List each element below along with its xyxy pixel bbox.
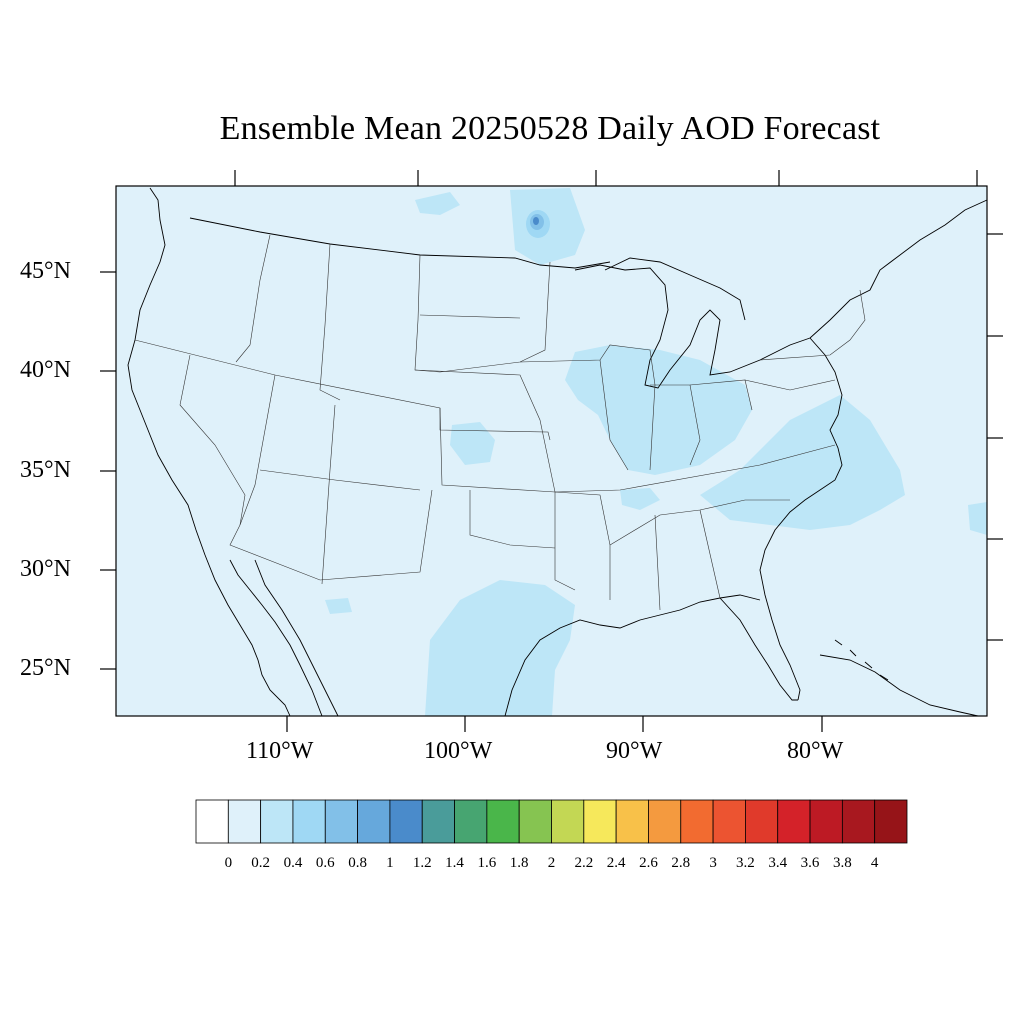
lat-label-25: 25°N bbox=[20, 655, 71, 681]
colorbar-swatch bbox=[324, 799, 358, 844]
colorbar-label: 1.6 bbox=[477, 855, 497, 871]
coastlines-and-borders bbox=[127, 187, 988, 717]
colorbar-label: 3.2 bbox=[736, 855, 755, 871]
aod-contours bbox=[325, 188, 987, 716]
aod-patch-nm bbox=[325, 598, 352, 614]
colorbar-label: 3 bbox=[709, 855, 717, 871]
colorbar-swatch bbox=[712, 799, 746, 844]
lon-label-80: 80°W bbox=[787, 738, 844, 764]
colorbar-swatch bbox=[809, 799, 843, 844]
colorbar-swatch bbox=[745, 799, 779, 844]
colorbar-swatch bbox=[227, 799, 262, 844]
aod-patch-atlantic bbox=[968, 502, 987, 535]
aod-hotspot bbox=[526, 210, 550, 238]
state-borders bbox=[134, 234, 866, 611]
colorbar-swatch bbox=[680, 799, 714, 844]
aod-patch-carolinas bbox=[700, 395, 905, 530]
colorbar-label: 2.2 bbox=[574, 855, 594, 871]
map-frame bbox=[115, 185, 988, 717]
colorbar-label: 0.8 bbox=[348, 855, 367, 871]
colorbar-swatch bbox=[389, 799, 423, 844]
colorbar-label: 0.6 bbox=[315, 855, 335, 871]
lat-label-30: 30°N bbox=[20, 556, 71, 582]
colorbar-swatch bbox=[486, 799, 520, 844]
colorbar-swatch bbox=[357, 799, 391, 844]
colorbar-label: 1.4 bbox=[445, 855, 464, 871]
colorbar-swatch bbox=[874, 799, 908, 844]
axis-ticks bbox=[100, 170, 1003, 732]
colorbar-swatch bbox=[615, 799, 649, 844]
lat-label-45: 45°N bbox=[20, 258, 71, 284]
colorbar-label: 3.8 bbox=[832, 855, 852, 871]
colorbar-label: 2.6 bbox=[639, 855, 658, 871]
lat-label-35: 35°N bbox=[20, 457, 71, 483]
colorbar-label: 3.6 bbox=[800, 855, 820, 871]
lon-label-100: 100°W bbox=[424, 738, 493, 764]
aod-patch-texas bbox=[425, 580, 575, 716]
colorbar-swatch bbox=[648, 799, 682, 844]
map-title: Ensemble Mean 20250528 Daily AOD Forecas… bbox=[219, 110, 881, 147]
colorbar-label: 2 bbox=[547, 855, 556, 871]
colorbar-label: 1.2 bbox=[412, 855, 432, 871]
colorbar-label: 2.4 bbox=[606, 855, 626, 871]
colorbar-label: 0.2 bbox=[251, 855, 270, 871]
colorbar-label: 3.4 bbox=[768, 855, 788, 871]
aod-patch-kansas bbox=[450, 422, 495, 465]
colorbar-swatch bbox=[518, 799, 552, 844]
colorbar-label: 1.8 bbox=[509, 855, 529, 871]
colorbar-swatch bbox=[551, 799, 585, 844]
colorbar-swatch bbox=[421, 799, 455, 844]
colorbar-label: 2.8 bbox=[671, 855, 691, 871]
colorbar-swatch bbox=[195, 799, 229, 844]
colorbar-label: 0.4 bbox=[283, 855, 303, 871]
colorbar-label: 1 bbox=[386, 855, 394, 871]
colorbar-swatch bbox=[454, 799, 488, 844]
lon-label-90: 90°W bbox=[606, 738, 663, 764]
colorbar-swatch bbox=[260, 799, 294, 844]
aod-patch-southeast-ga bbox=[620, 488, 660, 510]
colorbar-swatch bbox=[841, 799, 876, 844]
colorbar-swatch bbox=[777, 799, 811, 844]
lon-label-110: 110°W bbox=[246, 738, 314, 764]
colorbar-swatch bbox=[292, 799, 326, 844]
lat-label-40: 40°N bbox=[20, 357, 71, 383]
colorbar bbox=[195, 799, 908, 844]
colorbar-label: 4 bbox=[870, 855, 879, 871]
colorbar-label: 0 bbox=[224, 855, 233, 871]
colorbar-swatch bbox=[583, 799, 617, 844]
aod-patch-nw bbox=[415, 192, 460, 215]
